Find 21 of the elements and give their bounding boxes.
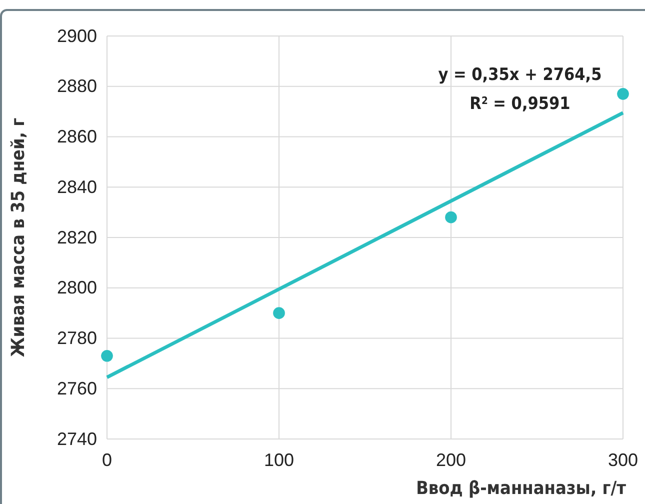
point <box>101 350 113 362</box>
x-tick-label: 100 <box>264 450 294 470</box>
x-tick-label: 0 <box>102 450 112 470</box>
annotation: y = 0,35x + 2764,5 <box>438 65 602 85</box>
y-tick-label: 2820 <box>56 227 97 248</box>
point <box>617 88 629 100</box>
y-tick-label: 2780 <box>56 328 97 348</box>
x-axis-title: Ввод β-маннаназы, г/т <box>416 478 627 499</box>
annotation: R$^{2}$ = 0,9591 <box>470 94 570 114</box>
y-tick-label: 2800 <box>56 278 97 298</box>
x-tick-label: 300 <box>608 450 638 470</box>
y-tick-label: 2880 <box>56 76 97 96</box>
y-tick-label: 2840 <box>56 176 97 197</box>
y-tick-label: 2740 <box>56 428 97 449</box>
x-tick-label: 200 <box>436 450 466 470</box>
y-axis-title: Живая масса в 35 дней, г <box>8 117 29 358</box>
y-tick-label: 2900 <box>56 26 97 46</box>
y-tick-label: 2760 <box>56 378 97 398</box>
y-tick-label: 2860 <box>56 126 97 147</box>
point <box>273 307 285 319</box>
point <box>445 211 457 224</box>
